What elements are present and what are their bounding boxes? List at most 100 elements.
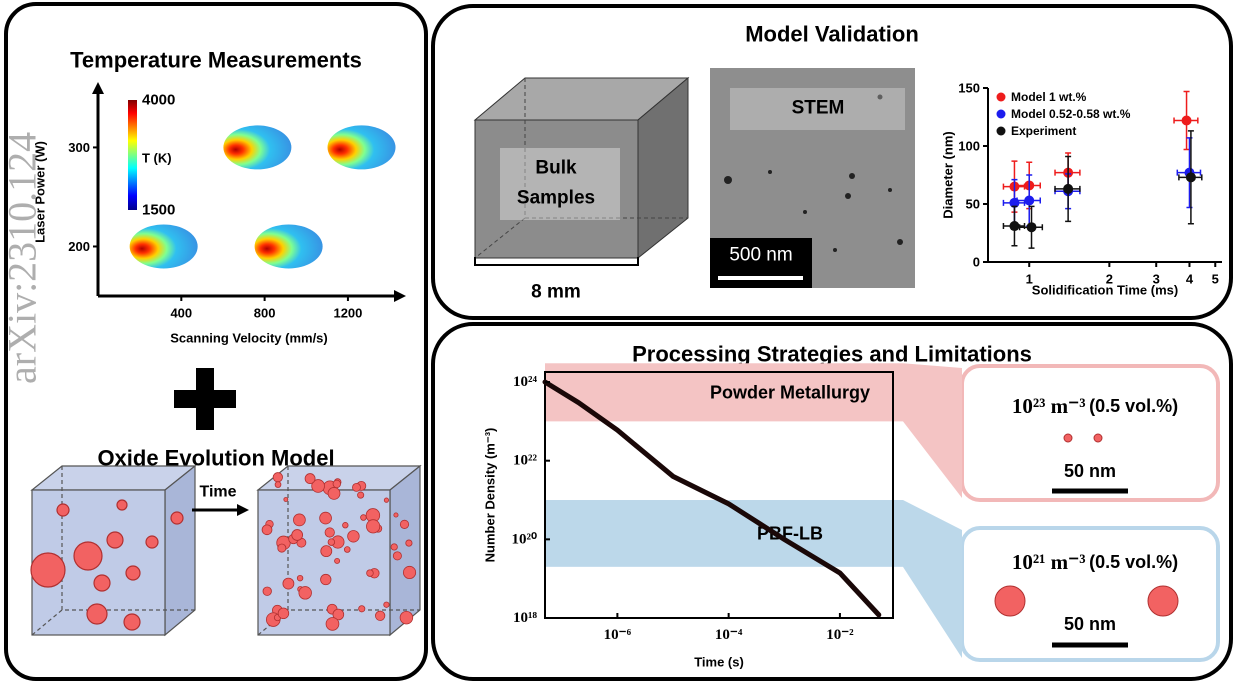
particle <box>391 544 397 550</box>
particle <box>359 606 365 612</box>
x-axis-label: Scanning Velocity (mm/s) <box>170 331 328 346</box>
x-axis-label: Time (s) <box>694 655 744 670</box>
particle <box>400 611 413 624</box>
scale-label: 50 nm <box>1064 461 1116 481</box>
y-tick-label: 10²² <box>513 453 537 469</box>
inset-density: 10²³ m⁻³ (0.5 vol.%) <box>1012 394 1178 418</box>
band <box>545 500 903 567</box>
legend-label: Model 1 wt.% <box>1011 90 1087 104</box>
particle <box>333 480 341 488</box>
legend-label: Experiment <box>1011 124 1076 138</box>
legend-swatch <box>997 110 1006 119</box>
legend-swatch <box>997 93 1006 102</box>
particle <box>335 558 340 563</box>
particle <box>366 520 379 533</box>
legend-label: Model 0.52-0.58 wt.% <box>1011 107 1131 121</box>
y-tick-label: 10²⁴ <box>513 374 537 390</box>
band-funnel <box>903 500 962 658</box>
x-tick-label: 400 <box>170 306 192 321</box>
x-axis-label: Solidification Time (ms) <box>1032 283 1178 298</box>
cube-before <box>31 466 195 635</box>
x-tick-label: 800 <box>254 306 276 321</box>
x-tick-label: 1200 <box>333 306 362 321</box>
figure: Temperature Measurements Oxide Evolution… <box>0 0 1236 683</box>
particle <box>297 575 303 581</box>
particle <box>367 570 374 577</box>
particle <box>375 611 384 620</box>
particle <box>283 578 294 589</box>
particle <box>321 546 332 557</box>
point <box>1186 172 1196 182</box>
particle <box>406 540 412 546</box>
scale-label: 50 nm <box>1064 614 1116 634</box>
melt-pool <box>255 224 323 268</box>
particle <box>292 530 303 541</box>
particle <box>328 487 340 499</box>
x-tick-label: 5 <box>1212 272 1219 287</box>
particle <box>278 608 289 619</box>
y-tick-label: 50 <box>966 197 980 212</box>
particle <box>273 473 282 482</box>
particle <box>384 498 388 502</box>
watermark: arXiv:2310.124 <box>0 132 45 384</box>
panel-title: Processing Strategies and Limitations <box>632 342 1032 367</box>
y-tick-label: 300 <box>68 140 90 155</box>
bulk-cube <box>475 78 688 265</box>
panel-title: Temperature Measurements <box>70 48 362 73</box>
y-tick-label: 100 <box>958 139 980 154</box>
point <box>1024 196 1034 206</box>
particle <box>262 525 272 535</box>
y-tick-label: 10²⁰ <box>511 531 537 547</box>
melt-pool <box>328 125 396 169</box>
bulk-label: Bulk <box>535 158 577 179</box>
particle <box>403 566 415 578</box>
particle <box>400 520 408 528</box>
point <box>1182 115 1192 125</box>
point <box>1063 184 1073 194</box>
particle <box>344 547 350 553</box>
particle <box>321 574 331 584</box>
particle <box>263 587 272 596</box>
scale-label: 8 mm <box>531 282 581 303</box>
colorbar-tick-label: 4000 <box>142 92 175 109</box>
particle <box>293 514 305 526</box>
particle <box>348 530 360 542</box>
particle <box>352 483 360 491</box>
particle <box>326 617 339 630</box>
x-tick-label: 10⁻⁴ <box>715 627 743 643</box>
particle <box>358 492 364 498</box>
y-tick-label: 200 <box>68 239 90 254</box>
legend-swatch <box>997 127 1006 136</box>
particle <box>278 544 286 552</box>
x-tick-label: 10⁻⁶ <box>604 627 632 643</box>
inset-low <box>962 528 1218 660</box>
scale-label: 500 nm <box>729 245 792 266</box>
arrow-label: Time <box>199 484 236 501</box>
y-tick-label: 0 <box>973 255 980 270</box>
particle <box>320 512 332 524</box>
y-tick-label: 150 <box>958 81 980 96</box>
point <box>1009 221 1019 231</box>
melt-pool <box>130 224 198 268</box>
cube-after <box>258 466 420 635</box>
particle <box>343 522 349 528</box>
colorbar-label: T (K) <box>142 151 172 166</box>
plus-sign <box>174 368 236 430</box>
particle <box>361 515 367 521</box>
inset-density: 10²¹ m⁻³ (0.5 vol.%) <box>1012 550 1178 574</box>
colorbar-tick-label: 1500 <box>142 202 175 219</box>
x-tick-label: 4 <box>1186 272 1194 287</box>
particle <box>305 474 315 484</box>
panel-title: Model Validation <box>745 22 919 47</box>
particle <box>325 528 334 537</box>
particle <box>328 539 335 546</box>
particle <box>284 498 288 502</box>
bulk-label: Samples <box>517 188 595 209</box>
y-axis-label: Diameter (nm) <box>941 131 956 218</box>
stem-label: STEM <box>792 98 845 119</box>
colorbar <box>128 100 137 210</box>
particle <box>394 513 398 517</box>
particle <box>275 482 281 488</box>
y-axis-label: Number Density (m⁻³) <box>483 428 498 563</box>
point <box>1027 222 1037 232</box>
